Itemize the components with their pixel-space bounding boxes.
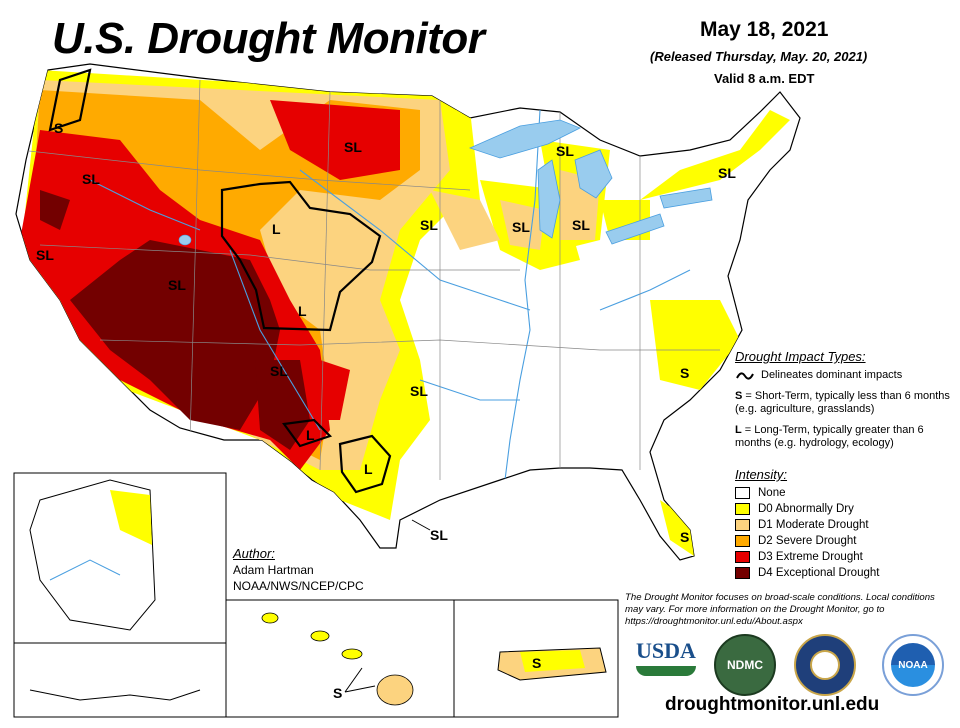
label-s-oregon: S [54,120,63,136]
intensity-row: D0 Abnormally Dry [735,501,879,517]
impact-outlines [48,68,392,494]
intensity-label: D4 Exceptional Drought [758,567,880,579]
label-sl-newmexico: SL [270,363,288,379]
site-url: droughtmonitor.unl.edu [665,694,880,715]
release-date: (Released Thursday, May. 20, 2021) [650,49,868,64]
intensity-swatch [735,519,750,531]
label-sl-superior: SL [556,143,574,159]
intensity-row: D2 Severe Drought [735,533,879,549]
label-sl-michigan: SL [572,217,590,233]
label-l-colorado: L [298,303,307,319]
intensity-swatch [735,487,750,499]
intensity-row: D3 Extreme Drought [735,549,879,565]
valid-time: Valid 8 a.m. EDT [714,71,815,86]
usda-logo: USDA [636,638,696,688]
label-s-carolina: S [680,365,689,381]
commerce-seal-icon [794,634,856,696]
s-key-text: = Short-Term, typically less than 6 mont… [735,390,950,415]
disclaimer-note: The Drought Monitor focuses on broad-sca… [625,592,935,627]
intensity-label: None [758,487,786,499]
ndmc-logo: NDMC [714,634,776,696]
intensity-swatch [735,567,750,579]
label-sl-oklahoma: SL [410,383,428,399]
label-sl-dakota: SL [344,139,362,155]
impact-line-icon [736,371,754,380]
author-name: Adam Hartman [233,563,314,577]
impact-types-legend: Drought Impact Types: Delineates dominan… [735,350,955,458]
intensity-swatch [735,503,750,515]
label-s-puertorico: S [532,655,541,671]
s-key: S [735,390,743,402]
intensity-legend: Intensity: None D0 Abnormally Dry D1 Moder… [735,467,879,581]
author-org: NOAA/NWS/NCEP/CPC [233,579,364,593]
intensity-label: D2 Severe Drought [758,535,857,547]
intensity-label: D0 Abnormally Dry [758,503,854,515]
intensity-swatch [735,535,750,547]
label-l-texas: L [364,461,373,477]
great-lakes [468,119,713,245]
author-block: Author: Adam Hartman NOAA/NWS/NCEP/CPC [233,546,364,594]
map-date: May 18, 2021 [700,18,829,41]
intensity-label: D3 Extreme Drought [758,551,863,563]
impact-types-header: Drought Impact Types: [735,349,866,364]
label-l-wyoming: L [272,221,281,237]
noaa-logo: NOAA [882,634,944,696]
intensity-swatch [735,551,750,563]
intensity-row: None [735,485,879,501]
label-s-florida: S [680,529,689,545]
label-sl-gulf: SL [430,527,448,543]
label-sl-oregon: SL [82,171,100,187]
l-key-text: = Long-Term, typically greater than 6 mo… [735,424,924,449]
label-l-texas-w: L [306,427,315,443]
label-sl-iowa: SL [512,219,530,235]
l-key: L [735,424,742,436]
delineates-label: Delineates dominant impacts [761,369,903,381]
label-sl-kansas: SL [420,217,438,233]
intensity-row: D1 Moderate Drought [735,517,879,533]
label-sl-nevada: SL [168,277,186,293]
intensity-label: D1 Moderate Drought [758,519,869,531]
intensity-rows: None D0 Abnormally Dry D1 Moderate Drought… [735,485,879,581]
label-sl-maine: SL [718,165,736,181]
label-sl-california: SL [36,247,54,263]
intensity-header: Intensity: [735,467,788,482]
map-title: U.S. Drought Monitor [52,14,485,63]
label-s-hawaii: S [333,685,342,701]
intensity-row: D4 Exceptional Drought [735,565,879,581]
author-header: Author: [233,546,275,561]
